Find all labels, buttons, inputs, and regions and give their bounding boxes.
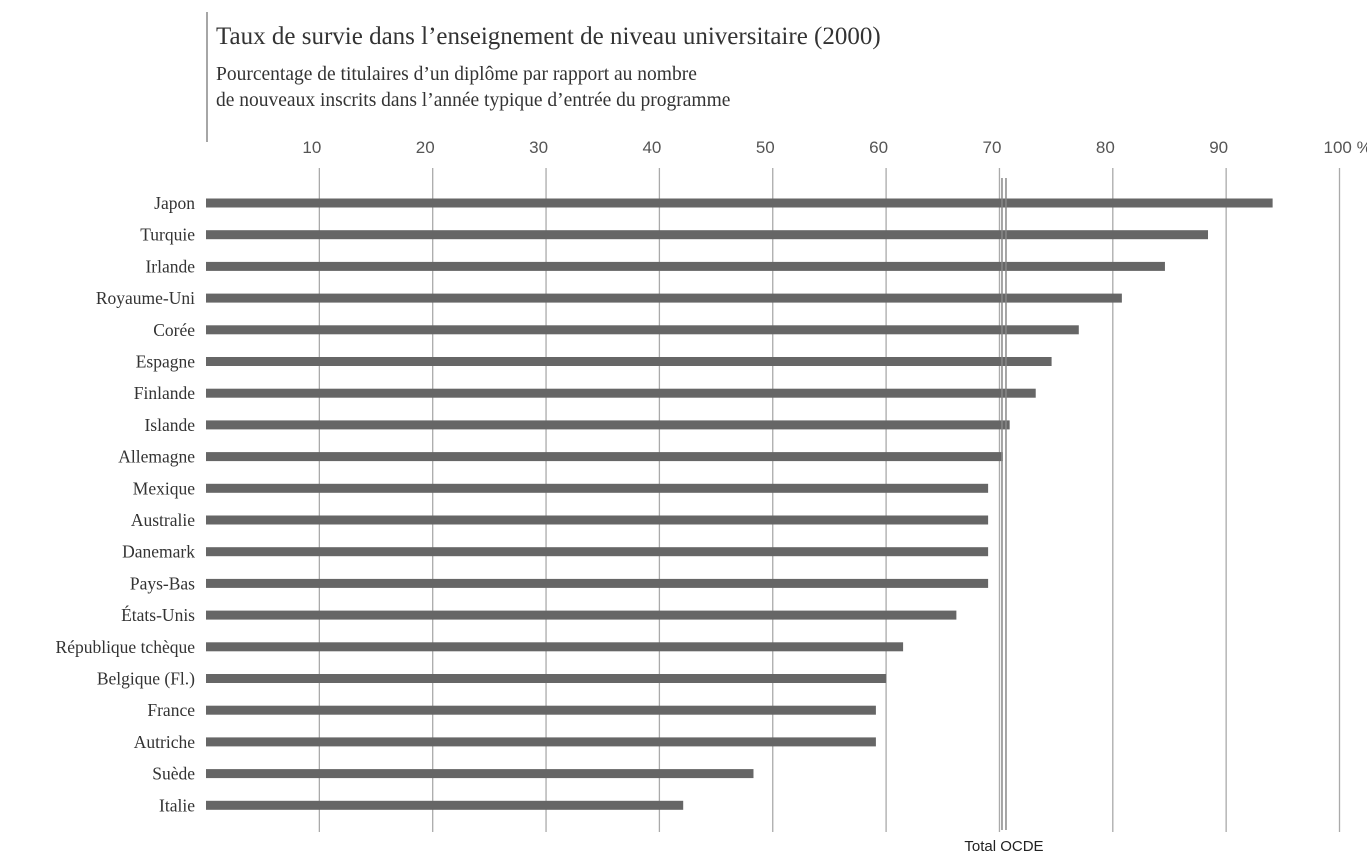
y-tick-label: Autriche: [134, 732, 195, 752]
y-tick-label: République tchèque: [56, 637, 196, 657]
chart-title: Taux de survie dans l’enseignement de ni…: [216, 23, 881, 50]
x-tick-label: 50: [756, 138, 775, 157]
bar: [206, 800, 684, 810]
x-tick-label: 30: [529, 138, 548, 157]
x-tick-label: 90: [1209, 138, 1228, 157]
bar: [206, 357, 1052, 366]
y-tick-label: Corée: [153, 320, 195, 340]
x-tick-label: 60: [869, 138, 888, 157]
x-tick-label: 70: [983, 138, 1002, 157]
y-tick-label: Suède: [152, 764, 195, 784]
x-tick-label: 40: [642, 138, 661, 157]
chart-subtitle: de nouveaux inscrits dans l’année typiqu…: [216, 90, 730, 111]
y-tick-label: Royaume-Uni: [96, 288, 195, 308]
y-tick-label: Australie: [131, 510, 195, 530]
bar: [206, 293, 1122, 303]
bar: [206, 705, 876, 715]
bar: [206, 325, 1079, 335]
y-tick-label: Turquie: [140, 225, 195, 245]
bar: [206, 642, 904, 652]
bar: [206, 388, 1036, 398]
bar: [206, 610, 957, 620]
x-tick-label: 100 %: [1324, 138, 1367, 157]
y-tick-label: Italie: [159, 795, 195, 815]
bar: [206, 198, 1273, 208]
bar: [206, 737, 876, 747]
y-tick-label: Allemagne: [118, 447, 195, 467]
y-tick-label: Finlande: [134, 383, 195, 403]
bar: [206, 769, 754, 779]
bar: [206, 230, 1209, 240]
reference-label: Total OCDE: [964, 838, 1043, 855]
bar: [206, 452, 1003, 462]
y-tick-label: Mexique: [133, 478, 195, 498]
chart-subtitle: Pourcentage de titulaires d’un diplôme p…: [216, 64, 697, 85]
y-tick-label: Irlande: [145, 256, 195, 276]
y-tick-label: États-Unis: [121, 605, 195, 625]
bar: [206, 547, 989, 557]
y-tick-label: Danemark: [122, 542, 195, 562]
bar: [206, 261, 1165, 271]
bar: [206, 483, 989, 493]
y-tick-label: Belgique (Fl.): [97, 669, 195, 689]
bar: [206, 578, 989, 588]
x-tick-label: 80: [1096, 138, 1115, 157]
y-tick-label: Islande: [144, 415, 195, 435]
y-tick-label: France: [147, 700, 195, 720]
bar: [206, 515, 989, 525]
y-tick-label: Pays-Bas: [130, 573, 195, 593]
x-tick-label: 20: [416, 138, 435, 157]
bar: [206, 674, 887, 683]
bar: [206, 420, 1010, 430]
y-tick-label: Espagne: [136, 352, 196, 372]
y-tick-label: Japon: [154, 193, 195, 213]
x-tick-label: 10: [302, 138, 321, 157]
